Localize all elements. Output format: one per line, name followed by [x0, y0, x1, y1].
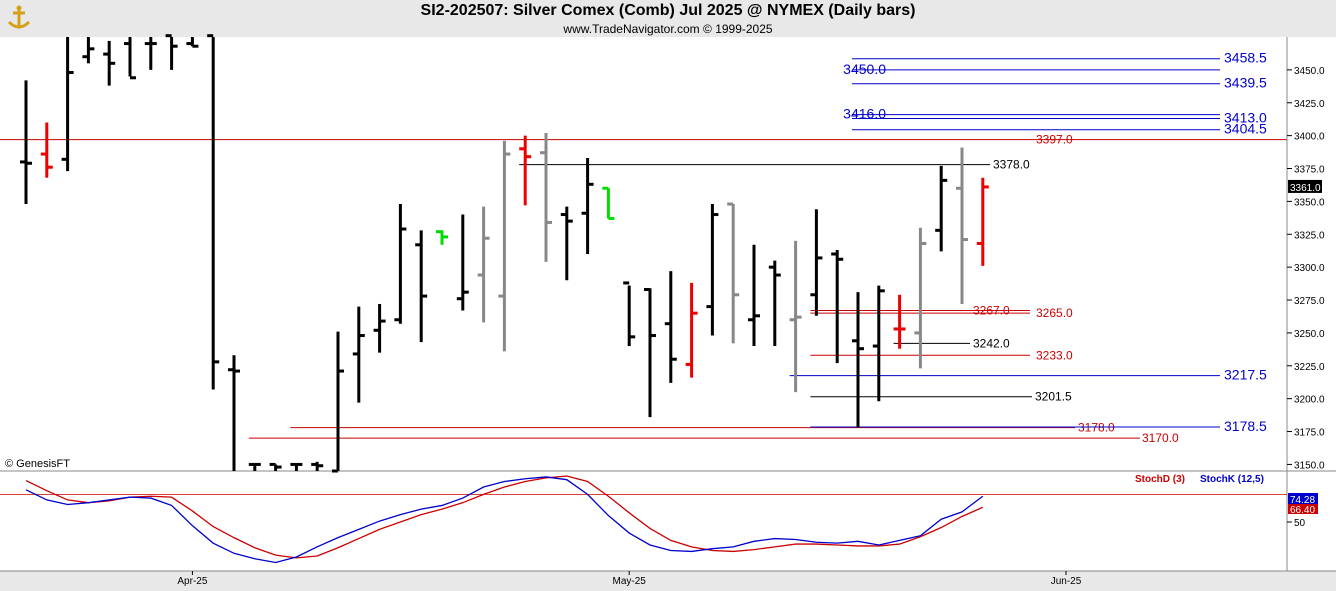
level-label: 3201.5 — [1035, 390, 1072, 404]
level-label: 3242.0 — [973, 336, 1010, 350]
level-label: 3397.0 — [1036, 133, 1073, 147]
chart-subtitle: www.TradeNavigator.com © 1999-2025 — [563, 22, 773, 36]
x-tick-label: May-25 — [613, 576, 647, 587]
stoch-value-label: 66.40 — [1290, 505, 1315, 516]
last-price-label: 3361.0 — [1290, 183, 1321, 194]
level-label: 3450.0 — [843, 61, 886, 77]
level-label: 3217.5 — [1224, 367, 1267, 383]
stochd-line — [25, 475, 984, 559]
y-tick-label: 3175.0 — [1294, 428, 1325, 439]
level-label: 3378.0 — [993, 158, 1030, 172]
y-tick-label: 3300.0 — [1294, 263, 1325, 274]
level-label: 3416.0 — [843, 106, 886, 122]
y-tick-label: 3225.0 — [1294, 362, 1325, 373]
watermark: © GenesisFT — [5, 458, 70, 470]
x-tick-label: Jun-25 — [1051, 576, 1082, 587]
stoch-panel — [0, 471, 1287, 571]
y-tick-label: 3200.0 — [1294, 395, 1325, 406]
level-label: 3439.5 — [1224, 75, 1267, 91]
price-panel — [0, 37, 1287, 471]
level-label: 3233.0 — [1036, 348, 1073, 362]
stoch-value-label: 74.28 — [1290, 495, 1315, 506]
level-label: 3458.5 — [1224, 50, 1267, 66]
price-axis — [1287, 37, 1336, 471]
last-price-badge — [1288, 179, 1322, 193]
legend-stochd: StochD (3) — [1135, 474, 1185, 485]
y-tick-label: 3425.0 — [1294, 99, 1325, 110]
level-label: 3413.0 — [1224, 110, 1267, 126]
level-label: 3170.0 — [1142, 431, 1179, 445]
stoch-value-badge — [1288, 493, 1318, 504]
chart-title: SI2-202507: Silver Comex (Comb) Jul 2025… — [420, 2, 916, 19]
x-tick-label: Apr-25 — [177, 576, 207, 587]
level-label: 3404.5 — [1224, 121, 1267, 137]
y-tick-label: 3250.0 — [1294, 329, 1325, 340]
level-label: 3178.0 — [1078, 421, 1115, 435]
legend-stochk: StochK (12,5) — [1200, 474, 1264, 485]
stoch-value-badge — [1288, 503, 1318, 514]
y-tick-label: 3375.0 — [1294, 165, 1325, 176]
level-label: 3267.0 — [973, 304, 1010, 318]
y-tick-label: 3350.0 — [1294, 197, 1325, 208]
anchor-logo-icon — [4, 4, 34, 39]
stoch-tick-label: 50 — [1294, 518, 1306, 529]
level-label: 3178.5 — [1224, 418, 1267, 434]
y-tick-label: 3150.0 — [1294, 460, 1325, 471]
level-label: 3265.0 — [1036, 306, 1073, 320]
y-tick-label: 3325.0 — [1294, 230, 1325, 241]
stoch-axis — [1287, 471, 1336, 571]
stochk-line — [25, 476, 984, 564]
y-tick-label: 3275.0 — [1294, 296, 1325, 307]
y-tick-label: 3400.0 — [1294, 132, 1325, 143]
y-tick-label: 3450.0 — [1294, 66, 1325, 77]
